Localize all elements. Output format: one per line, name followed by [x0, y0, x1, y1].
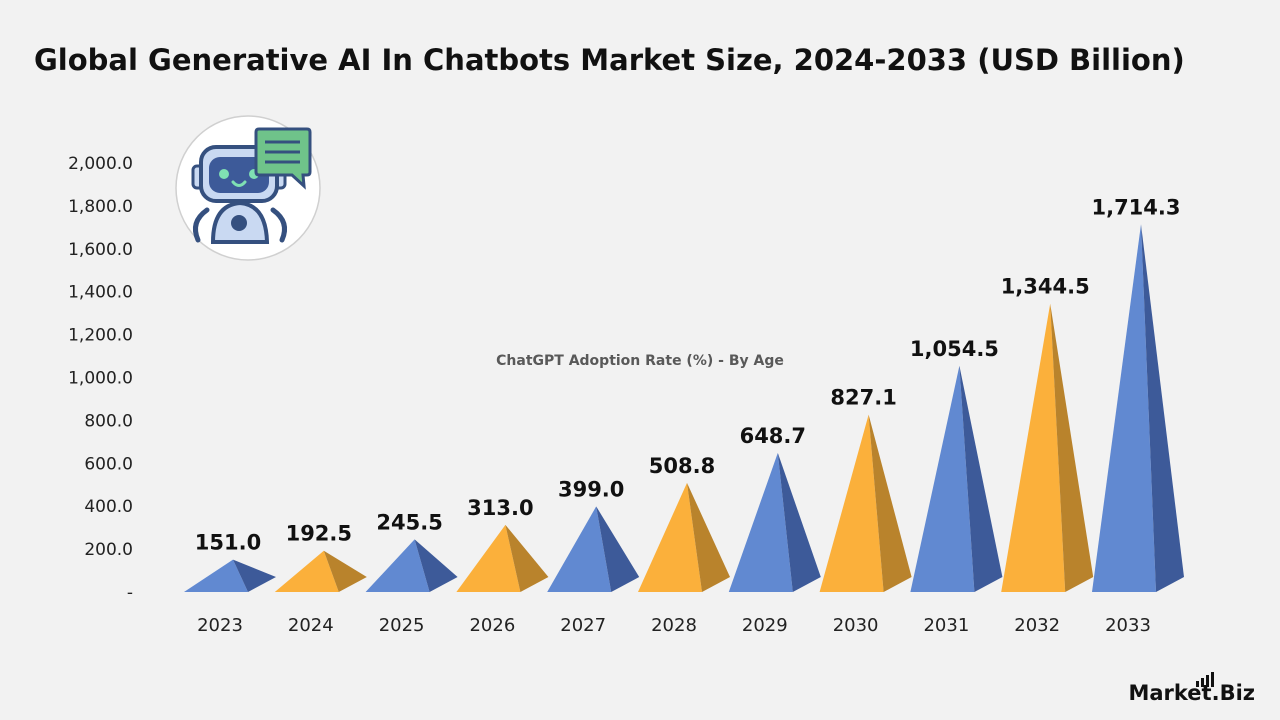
y-tick-label: 800.0 [84, 411, 133, 431]
bar-front-face [184, 559, 248, 592]
x-tick-label: 2028 [651, 615, 697, 636]
x-tick-label: 2030 [833, 615, 879, 636]
x-axis: 2023 2024 2025 2026 2027 2028 2029 2030 2031 2032… [197, 615, 1151, 636]
x-tick-label: 2023 [197, 615, 243, 636]
x-tick-label: 2032 [1014, 615, 1060, 636]
data-label: 1,344.5 [1001, 275, 1090, 299]
bar-side-face [233, 559, 276, 592]
data-label: 399.0 [558, 477, 624, 501]
data-label: 192.5 [286, 522, 352, 546]
bar-front-face [728, 452, 793, 592]
data-label: 827.1 [830, 386, 896, 410]
chart-subtitle: ChatGPT Adoption Rate (%) - By Age [496, 353, 784, 369]
bars [184, 224, 1184, 592]
bar-front-face [638, 482, 702, 592]
bar-2029 [728, 452, 821, 592]
bar-front-face [1001, 303, 1066, 592]
bar-2027 [547, 506, 640, 592]
brand-name: Market.Biz [1128, 681, 1255, 705]
bar-front-face [910, 365, 975, 592]
bar-front-face [1092, 224, 1156, 592]
bar-side-face [868, 414, 912, 592]
bar-2031 [910, 365, 1003, 592]
y-tick-label: 1,400.0 [68, 283, 133, 303]
bar-chart-icon [1196, 672, 1214, 687]
data-label: 151.0 [195, 531, 261, 555]
bar-2030 [819, 414, 912, 592]
bar-front-face [547, 506, 612, 592]
data-label: 245.5 [376, 510, 442, 534]
bar-2023 [184, 559, 276, 592]
bar-side-face [414, 539, 458, 592]
bar-side-face [505, 524, 549, 592]
data-label: 508.8 [649, 454, 715, 478]
bar-2033 [1092, 224, 1184, 592]
bar-2025 [365, 539, 458, 592]
data-label: 1,054.5 [910, 337, 999, 361]
bar-2028 [638, 482, 730, 592]
bar-front-face [819, 414, 884, 592]
y-tick-label: 400.0 [84, 497, 133, 517]
bar-side-face [777, 452, 821, 592]
chatbot-robot-icon [175, 115, 321, 261]
bar-side-face [1050, 303, 1094, 592]
x-tick-label: 2031 [923, 615, 969, 636]
market-biz-logo: Market.Biz [1128, 672, 1255, 705]
bar-side-face [1141, 224, 1184, 592]
data-labels: 151.0 192.5 245.5 313.0 399.0 508.8 648.7 827.1… [195, 195, 1181, 554]
bar-side-face [959, 365, 1003, 592]
bar-2032 [1001, 303, 1094, 592]
x-tick-label: 2029 [742, 615, 788, 636]
y-tick-label: 1,000.0 [68, 369, 133, 389]
x-tick-label: 2024 [288, 615, 334, 636]
data-label: 313.0 [467, 496, 533, 520]
bar-side-face [687, 482, 730, 592]
bar-side-face [323, 550, 367, 592]
x-tick-label: 2026 [469, 615, 515, 636]
x-tick-label: 2025 [379, 615, 425, 636]
y-tick-label: 2,000.0 [68, 154, 133, 174]
data-label: 1,714.3 [1091, 195, 1180, 219]
x-tick-label: 2033 [1105, 615, 1151, 636]
y-tick-label: 600.0 [84, 454, 133, 474]
y-axis: - 200.0 400.0 600.0 800.0 1,000.0 1,200.0 1,400… [68, 154, 133, 603]
bar-2026 [456, 524, 549, 592]
bar-2024 [274, 550, 367, 592]
data-label: 648.7 [740, 424, 806, 448]
y-tick-label: 1,600.0 [68, 240, 133, 260]
y-tick-label: 200.0 [84, 540, 133, 560]
y-tick-label: 1,800.0 [68, 197, 133, 217]
chart-title: Global Generative AI In Chatbots Market … [34, 43, 1185, 77]
bar-front-face [274, 550, 339, 592]
y-tick-label: - [127, 583, 133, 603]
bar-side-face [596, 506, 640, 592]
x-tick-label: 2027 [560, 615, 606, 636]
y-tick-label: 1,200.0 [68, 326, 133, 346]
bar-front-face [365, 539, 430, 592]
bar-front-face [456, 524, 521, 592]
